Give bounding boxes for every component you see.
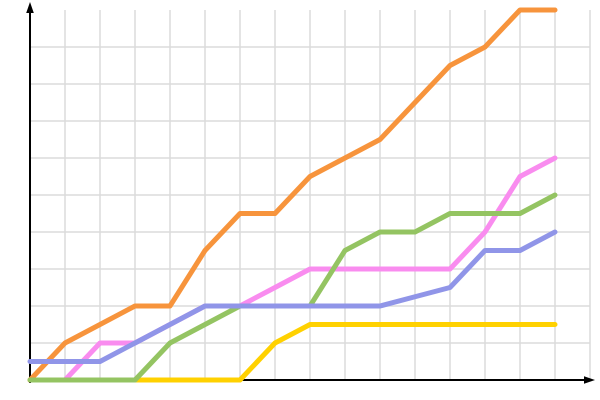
series-blue-line: [27, 229, 558, 364]
series-pink-line: [27, 155, 558, 383]
y-axis-arrow: [26, 2, 34, 13]
series-orange-line: [27, 7, 558, 383]
series-yellow-line: [27, 322, 558, 383]
series-lines: [27, 7, 558, 383]
series-green-line: [27, 192, 558, 383]
x-axis-arrow: [584, 376, 595, 384]
